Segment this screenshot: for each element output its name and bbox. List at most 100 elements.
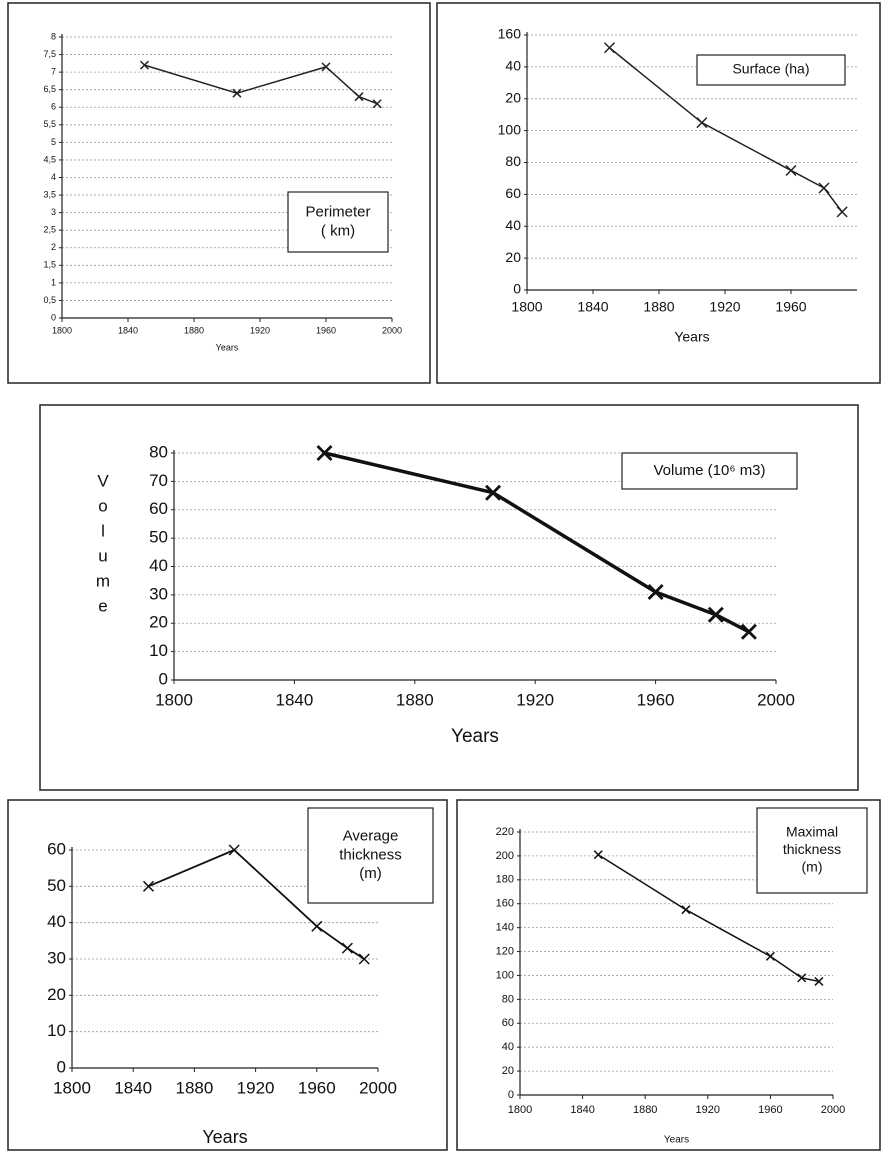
y-tick-label: 10 (149, 641, 168, 660)
x-tick-label: 1800 (511, 299, 542, 315)
x-tick-label: 1920 (516, 690, 554, 709)
y-tick-label: 60 (149, 499, 168, 518)
y-tick-label: 40 (505, 217, 521, 233)
panel-frame (7, 2, 431, 384)
x-tick-label: 1840 (275, 690, 313, 709)
data-line (144, 64, 378, 105)
data-marker (321, 62, 331, 72)
y-tick-label: 70 (149, 471, 168, 490)
x-tick-label: 1920 (696, 1104, 720, 1116)
y-tick-label: 80 (149, 442, 168, 461)
data-marker (814, 976, 824, 986)
y-tick-label: 100 (496, 969, 514, 981)
y-tick-label: 1 (51, 277, 56, 287)
y-tick-label: 3 (51, 207, 56, 217)
data-marker (354, 92, 364, 102)
y-tick-label: 10 (47, 1021, 66, 1040)
y-tick-label: 160 (498, 26, 522, 42)
y-tick-label: 30 (47, 948, 66, 967)
annotation-text: Surface (ha) (732, 61, 809, 77)
y-tick-label: 4,5 (43, 154, 56, 164)
y-tick-label: 80 (505, 153, 521, 169)
x-tick-label: 1920 (237, 1078, 275, 1097)
panel-frame (436, 2, 881, 384)
y-tick-label: 220 (496, 826, 514, 838)
data-marker (765, 951, 775, 961)
x-tick-label: 1880 (633, 1104, 657, 1116)
y-tick-label: 50 (47, 876, 66, 895)
y-tick-label: 4 (51, 172, 56, 182)
y-tick-label: 2 (51, 242, 56, 252)
y-tick-label: 180 (496, 874, 514, 886)
x-tick-label: 1960 (316, 325, 336, 335)
x-axis-label: Years (202, 1127, 247, 1147)
x-tick-label: 1880 (396, 690, 434, 709)
y-tick-label: 100 (498, 121, 522, 137)
x-tick-label: 2000 (382, 325, 402, 335)
x-tick-label: 1800 (53, 1078, 91, 1097)
y-tick-label: 80 (502, 993, 514, 1005)
data-marker (707, 606, 724, 623)
data-marker (485, 484, 502, 501)
data-marker (797, 973, 807, 983)
data-marker (681, 905, 691, 915)
annotation-text: ( km) (321, 222, 355, 239)
y-tick-label: 0 (57, 1057, 66, 1076)
data-marker (142, 880, 155, 892)
x-tick-label: 1880 (184, 325, 204, 335)
y-tick-label: 0 (513, 281, 521, 297)
data-marker (785, 164, 797, 176)
panel-frame (39, 404, 859, 791)
x-tick-label: 1800 (52, 325, 72, 335)
y-tick-label: 20 (502, 1065, 514, 1077)
annotation-box (756, 807, 868, 894)
y-tick-label: 40 (47, 912, 66, 931)
x-tick-label: 2000 (821, 1104, 845, 1116)
data-marker (696, 117, 708, 129)
y-tick-label: 120 (496, 945, 514, 957)
x-axis-label: Years (664, 1135, 689, 1146)
y-tick-label: 160 (496, 898, 514, 910)
data-marker (232, 88, 242, 98)
y-tick-label: 5 (51, 137, 56, 147)
y-tick-label: 7 (51, 67, 56, 77)
x-tick-label: 1800 (155, 690, 193, 709)
data-marker (341, 942, 353, 954)
y-tick-label: 0 (508, 1089, 514, 1101)
x-tick-label: 1960 (775, 299, 806, 315)
annotation-box (696, 54, 846, 86)
data-marker (139, 60, 150, 70)
annotation-text: Average (343, 828, 399, 845)
y-tick-label: 50 (149, 528, 168, 547)
annotation-text: (m) (359, 865, 382, 882)
x-tick-label: 1920 (250, 325, 270, 335)
x-axis-label: Years (674, 329, 709, 345)
x-tick-label: 2000 (757, 690, 795, 709)
panel-frame (456, 799, 881, 1151)
y-tick-label: 30 (149, 584, 168, 603)
x-tick-label: 1960 (298, 1078, 336, 1097)
data-marker (818, 182, 830, 194)
x-tick-label: 1840 (114, 1078, 152, 1097)
data-marker (358, 953, 370, 965)
y-tick-label: 20 (47, 985, 66, 1004)
annotation-text: thickness (339, 846, 402, 863)
x-axis-label: Years (451, 726, 499, 747)
y-tick-label: 3,5 (43, 189, 56, 199)
y-tick-label: 20 (149, 613, 168, 632)
x-tick-label: 1920 (709, 299, 740, 315)
y-tick-label: 2,5 (43, 225, 56, 235)
x-tick-label: 1960 (637, 690, 675, 709)
annotation-text: thickness (783, 841, 841, 857)
x-tick-label: 1840 (118, 325, 138, 335)
annotation-text: Volume (10⁶ m3) (653, 462, 765, 479)
data-marker (740, 623, 757, 640)
x-tick-label: 1960 (758, 1104, 782, 1116)
data-marker (603, 42, 616, 54)
panel-frame (7, 799, 448, 1151)
data-marker (372, 99, 382, 109)
x-tick-label: 1840 (577, 299, 608, 315)
data-marker (228, 844, 240, 856)
annotation-box (307, 807, 434, 904)
